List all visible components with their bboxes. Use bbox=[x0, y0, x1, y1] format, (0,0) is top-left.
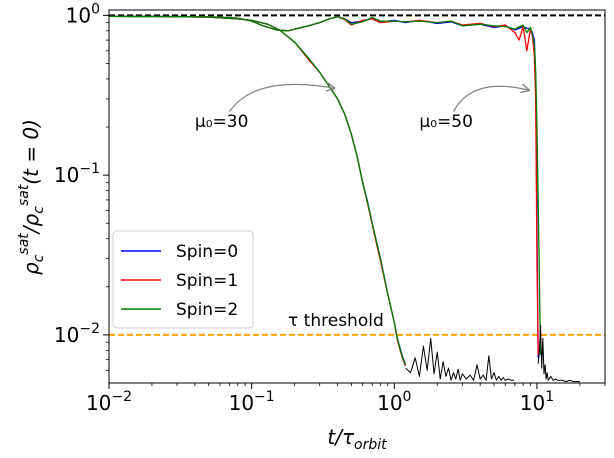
y-tick-label: 10−2 bbox=[54, 321, 100, 347]
legend-frame bbox=[112, 230, 254, 329]
reference-lines bbox=[109, 14, 605, 336]
plot-frame bbox=[108, 9, 606, 384]
mu-30-arrow bbox=[229, 84, 335, 112]
y-ticks: 10−2 10−1 100 bbox=[54, 1, 109, 371]
series-spin-2-mu30 bbox=[109, 15, 407, 366]
series-lines bbox=[109, 15, 580, 383]
x-tick-label: 10−2 bbox=[86, 389, 132, 415]
annotations: τ threshold μ₀=30 μ₀=50 bbox=[195, 84, 529, 331]
y-axis-label: ρcsat/ρcsat(t = 0) bbox=[16, 119, 47, 275]
x-tick-label: 100 bbox=[377, 389, 411, 415]
series-threshold-noise-mu50 bbox=[537, 324, 580, 383]
tau-threshold-label: τ threshold bbox=[288, 311, 384, 331]
series-threshold-noise-mu30 bbox=[405, 337, 514, 381]
mu-50-arrow bbox=[452, 86, 529, 112]
x-tick-label: 10−1 bbox=[229, 389, 275, 415]
y-tick-label: 10−1 bbox=[54, 161, 100, 187]
legend: Spin=0 Spin=1 Spin=2 bbox=[112, 230, 254, 329]
series-spin-2-mu50 bbox=[109, 15, 542, 355]
x-ticks: 10−2 10−1 100 101 bbox=[86, 383, 606, 415]
mu-50-label: μ₀=50 bbox=[419, 112, 473, 132]
legend-label-spin-0: Spin=0 bbox=[176, 242, 238, 262]
x-axis-label: t/τorbit bbox=[327, 425, 387, 453]
legend-label-spin-2: Spin=2 bbox=[176, 300, 238, 320]
mu-30-label: μ₀=30 bbox=[195, 112, 249, 132]
legend-label-spin-1: Spin=1 bbox=[176, 271, 238, 291]
x-tick-label: 101 bbox=[520, 389, 554, 415]
y-tick-label: 100 bbox=[66, 1, 100, 27]
